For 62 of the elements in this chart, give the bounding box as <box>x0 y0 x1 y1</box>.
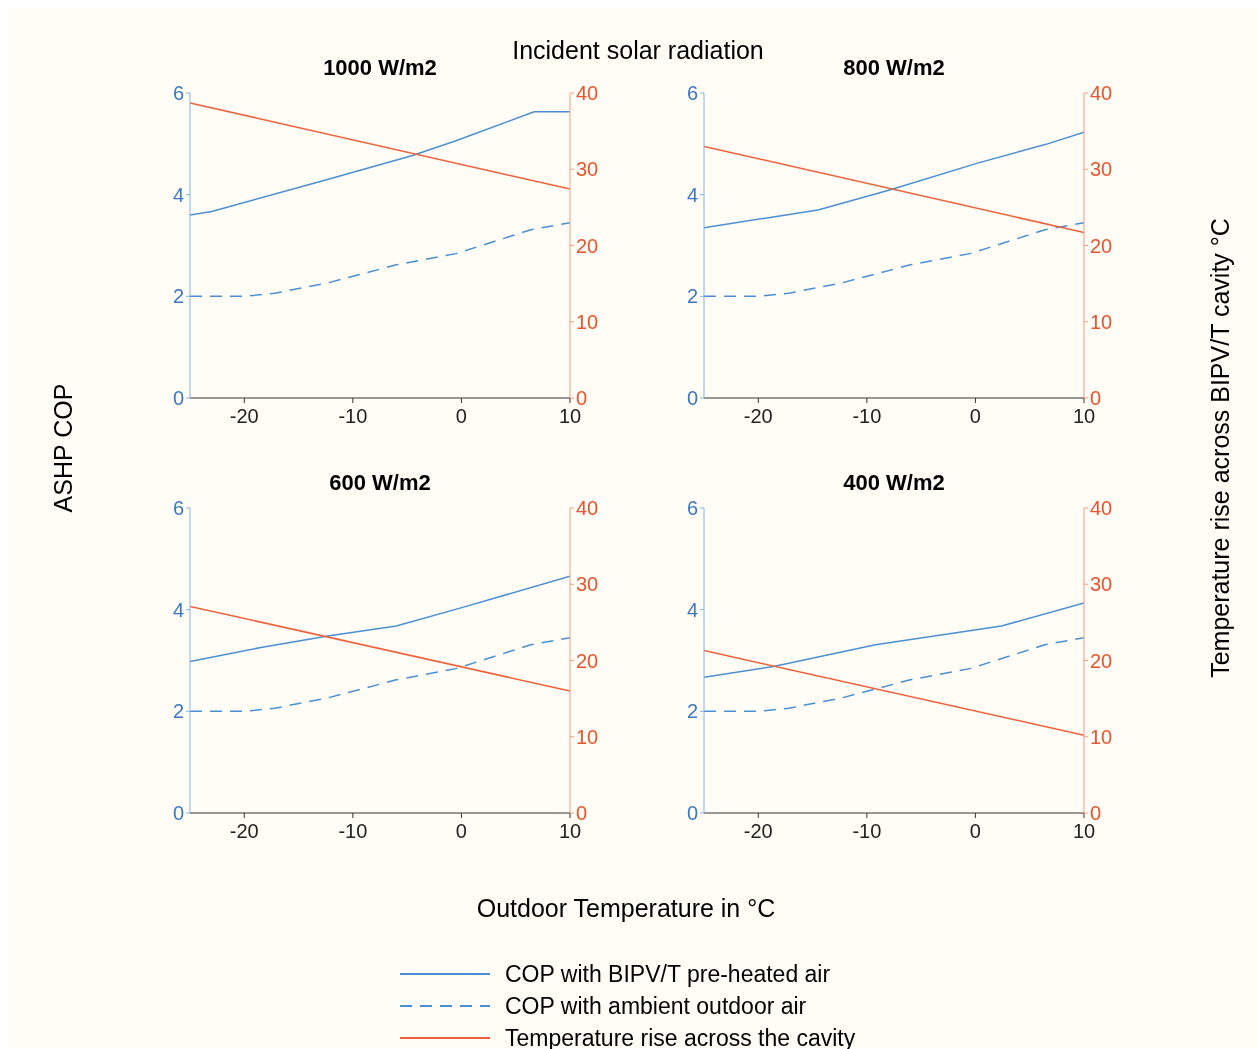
x-axis-title: Outdoor Temperature in °C <box>475 894 777 923</box>
y2-tick-label: 30 <box>1090 573 1113 596</box>
x-tick-label: 0 <box>969 405 981 428</box>
y-tick-label: 2 <box>686 285 698 308</box>
line-series <box>704 602 1084 679</box>
y2-tick-label: 10 <box>576 310 599 333</box>
text: Incident solar radiation <box>512 36 764 64</box>
y2-tick-label: 20 <box>576 649 599 672</box>
x-tick-label: -20 <box>229 405 259 428</box>
chart-title: 1000 W/m2 <box>323 55 437 80</box>
y2-tick-label: 10 <box>1090 725 1113 748</box>
x-tick-label: 0 <box>455 405 467 428</box>
y-tick-label: 2 <box>172 700 184 723</box>
x-tick-label: -20 <box>743 405 773 428</box>
line-series <box>190 221 570 298</box>
chart-title: 800 W/m2 <box>843 55 945 80</box>
line-series <box>190 111 570 216</box>
x-tick-label: -20 <box>743 820 773 843</box>
y-axis-title: ASHP COP <box>48 383 78 513</box>
y2-tick-label: 30 <box>1090 158 1113 181</box>
chart-title: 400 W/m2 <box>842 470 946 496</box>
x-tick-label: 0 <box>455 820 467 843</box>
y2-tick-label: 40 <box>1090 497 1113 520</box>
y-tick-label: 4 <box>172 598 184 621</box>
y2-tick-label: 20 <box>1090 649 1113 672</box>
y-tick-label: 4 <box>172 183 184 206</box>
legend-label: COP with BIPV/T pre-heated air <box>505 960 831 988</box>
y-tick-label: 0 <box>686 802 698 825</box>
y2-tick-label: 40 <box>576 497 599 520</box>
y-tick-label: 2 <box>172 285 184 308</box>
y2-tick-label: 40 <box>576 82 599 105</box>
y-tick-label: 6 <box>686 497 698 520</box>
y2-tick-label: 10 <box>1090 310 1113 333</box>
x-tick-label: -10 <box>852 820 882 843</box>
line-series <box>704 221 1084 298</box>
line-series <box>190 575 570 663</box>
x-tick-label: -10 <box>852 405 882 428</box>
y-tick-label: 0 <box>172 802 184 825</box>
y2-tick-label: 30 <box>576 158 599 181</box>
y2-axis-title: Temperature rise across BIPV/T cavity °C <box>1205 218 1235 678</box>
x-tick-label: -20 <box>229 820 259 843</box>
y-tick-label: 0 <box>172 387 184 410</box>
y-tick-label: 2 <box>686 700 698 723</box>
line-series <box>190 636 570 713</box>
line-series <box>704 636 1084 713</box>
line-series <box>704 131 1084 229</box>
x-tick-label: 0 <box>969 820 981 843</box>
x-tick-label: -10 <box>338 820 368 843</box>
y-tick-label: 6 <box>172 82 184 105</box>
y-tick-label: 4 <box>686 183 698 206</box>
y2-tick-label: 40 <box>1090 82 1113 105</box>
y2-tick-label: 20 <box>576 234 599 257</box>
y2-tick-label: 10 <box>576 725 599 748</box>
y2-tick-label: 20 <box>1090 234 1113 257</box>
y-tick-label: 0 <box>686 387 698 410</box>
y-tick-label: 4 <box>686 598 698 621</box>
y-tick-label: 6 <box>686 82 698 105</box>
legend-label: COP with ambient outdoor air <box>505 992 807 1020</box>
y-tick-label: 6 <box>172 497 184 520</box>
chart-title: 600 W/m2 <box>328 470 432 496</box>
x-tick-label: -10 <box>338 405 368 428</box>
y2-tick-label: 30 <box>576 573 599 596</box>
